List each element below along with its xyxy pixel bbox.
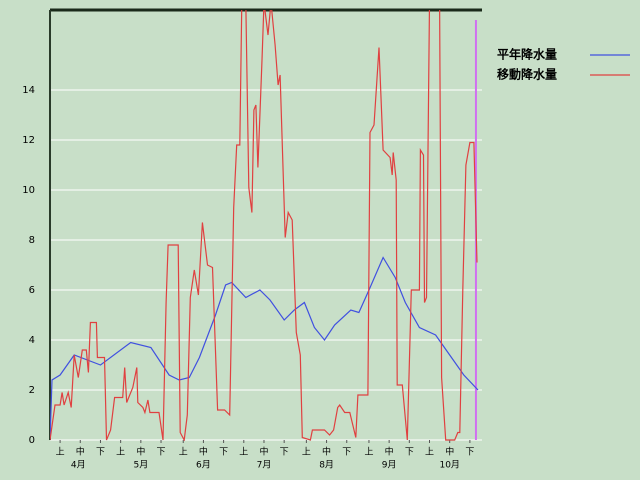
month-label: 4月 [71,460,86,471]
x-tick-label: 下 [96,448,105,458]
x-tick-label: 下 [280,448,289,458]
month-label: 7月 [257,460,272,471]
y-tick-label: 8 [29,235,35,246]
x-tick-label: 下 [219,448,228,458]
series-line [50,10,478,441]
x-tick-label: 下 [405,448,414,458]
y-tick-label: 4 [29,335,35,346]
x-tick-label: 上 [116,447,125,458]
x-tick-label: 上 [239,447,248,458]
month-label: 5月 [133,460,148,471]
x-tick-label: 下 [465,448,474,458]
x-tick-label: 下 [342,448,351,458]
x-tick-label: 中 [76,446,85,458]
x-tick-label: 中 [322,446,331,458]
x-tick-label: 上 [56,447,65,458]
y-tick-label: 14 [22,85,35,96]
x-tick-label: 中 [385,446,394,458]
x-tick-label: 中 [199,446,208,458]
x-tick-label: 下 [157,448,166,458]
x-tick-label: 中 [445,446,454,458]
x-tick-label: 上 [425,447,434,458]
y-tick-label: 10 [22,185,35,196]
y-tick-label: 12 [22,135,35,146]
series-line [50,256,479,441]
x-tick-label: 中 [259,446,268,458]
x-tick-label: 上 [179,447,188,458]
y-tick-label: 6 [29,285,35,296]
y-tick-label: 2 [29,385,35,396]
month-label: 6月 [196,460,211,471]
month-label: 10月 [439,460,459,471]
x-tick-label: 上 [364,447,373,458]
y-tick-label: 0 [29,435,35,446]
month-label: 9月 [382,460,397,471]
legend-label: 移動降水量 [497,67,557,82]
x-tick-label: 中 [136,446,145,458]
month-label: 8月 [319,460,334,471]
legend-label: 平年降水量 [497,47,557,62]
x-tick-label: 上 [302,447,311,458]
